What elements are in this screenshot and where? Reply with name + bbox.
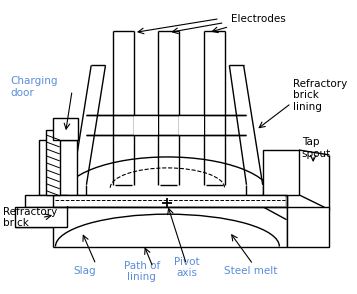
Text: Refractory
brick: Refractory brick [2,207,57,228]
Text: Charging
door: Charging door [10,76,58,98]
Bar [53,195,287,207]
Text: Slag: Slag [73,266,96,276]
Text: Tap
spout: Tap spout [302,137,331,159]
Bar [15,207,67,227]
Bar [179,115,203,135]
Text: Electrodes: Electrodes [231,14,286,24]
Bar [134,115,158,135]
Text: Pivot
axis: Pivot axis [174,257,199,278]
Bar [39,140,77,195]
Text: Steel melt: Steel melt [223,266,277,276]
Bar [46,130,60,195]
Bar [263,150,299,195]
Bar [287,207,330,247]
Bar [55,196,285,206]
Text: Path of
lining: Path of lining [124,260,160,282]
Text: Refractory
brick
lining: Refractory brick lining [293,79,347,112]
Bar [53,118,78,140]
Bar [25,195,67,207]
